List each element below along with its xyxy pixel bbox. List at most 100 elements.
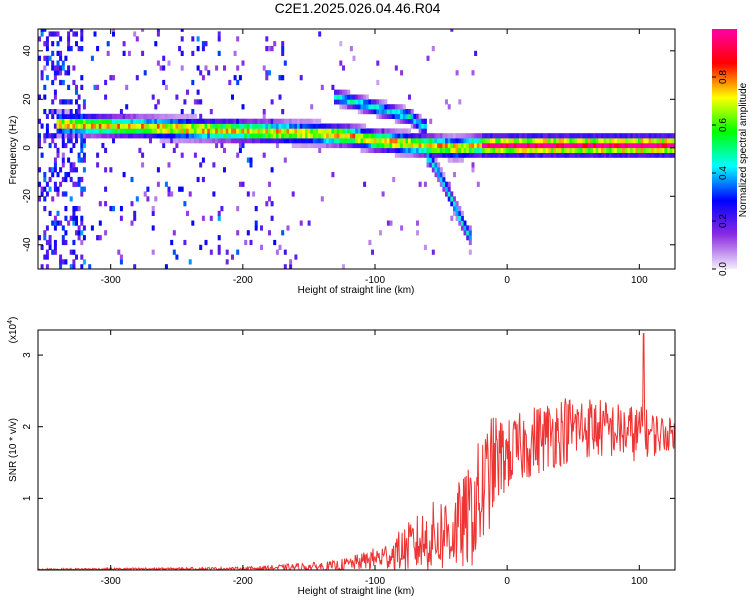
spectrogram-cell <box>389 133 393 139</box>
spectrogram-cell <box>442 147 446 153</box>
spectrogram-cell <box>133 215 137 221</box>
spectrogram-cell <box>394 65 398 71</box>
spectrogram-cell <box>80 264 84 269</box>
spectrogram-cell <box>146 186 150 192</box>
spectrogram-cell <box>82 123 86 129</box>
spectrogram-cell <box>347 123 351 129</box>
spectrogram-cell <box>283 138 287 144</box>
spectrogram-cell <box>495 147 499 153</box>
spectrogram-cell <box>622 152 626 158</box>
spectrogram-cell <box>363 133 367 139</box>
spectrogram-cell <box>392 128 396 134</box>
spectrogram-cell <box>651 133 655 139</box>
spectrogram-cell <box>326 142 330 149</box>
spectrogram-cell <box>98 118 102 124</box>
spectrogram-cell <box>434 152 438 158</box>
spectrogram-cell <box>48 167 52 173</box>
spectrogram-cell <box>328 123 332 129</box>
y-tick-label: 0 <box>22 145 33 151</box>
spectrogram-cell <box>397 118 401 124</box>
spectrogram-cell <box>183 123 187 129</box>
spectrogram-cell <box>61 191 65 197</box>
spectrogram-cell <box>529 142 533 149</box>
spectrogram-cell <box>508 133 512 139</box>
spectrogram-cell <box>209 138 213 144</box>
spectrogram-cell <box>379 99 382 105</box>
spectrogram-cell <box>442 142 446 149</box>
spectrogram-cell <box>180 186 184 192</box>
spectrogram-cell <box>281 128 285 134</box>
spectrogram-cell <box>439 172 443 178</box>
spectrogram-cell <box>458 138 462 144</box>
spectrogram-cell <box>59 65 63 71</box>
spectrogram-cell <box>180 113 184 119</box>
spectrogram-cell <box>77 181 81 187</box>
spectrogram-cell <box>577 133 581 139</box>
spectrogram-cell <box>172 230 176 236</box>
spectrogram-cell <box>193 128 197 134</box>
spectrogram-cell <box>67 220 71 226</box>
spectrogram-cell <box>437 167 441 173</box>
spectrogram-cell <box>43 176 47 183</box>
spectrogram-cell <box>204 133 208 139</box>
spectrogram-cell <box>275 133 279 139</box>
spectrogram-cell <box>72 133 76 139</box>
spectrogram-cell <box>458 206 462 212</box>
spectrogram-cell <box>323 128 327 134</box>
spectrogram-cell <box>130 220 134 226</box>
spectrogram-cell <box>635 152 639 158</box>
spectrogram-cell <box>43 94 47 100</box>
spectrogram-cell <box>114 118 118 124</box>
spectrogram-cell <box>490 142 493 149</box>
spectrogram-cell <box>156 181 160 187</box>
spectrogram-cell <box>460 210 464 216</box>
spectrogram-cell <box>447 152 451 158</box>
snr-x-ticks: -300 -200 -100 0 100 <box>101 330 648 587</box>
spectrogram-cell <box>497 142 501 149</box>
spectrogram-cell <box>360 104 364 110</box>
spectrogram-cell <box>331 172 335 178</box>
spectrogram-cell <box>405 109 409 115</box>
spectrogram-cell <box>172 133 176 139</box>
spectrogram-cell <box>619 142 623 149</box>
spectrogram-cell <box>458 157 462 163</box>
spectrogram-cell <box>193 99 197 105</box>
spectrogram-cell <box>365 128 369 134</box>
spectrogram-cell <box>212 191 216 197</box>
spectrogram-cell <box>212 162 216 168</box>
spectrogram-cell <box>421 123 425 129</box>
spectrogram-cell <box>88 118 92 124</box>
spectrogram-cell <box>201 118 205 124</box>
spectrogram-cell <box>336 89 340 95</box>
spectrogram-cell <box>125 123 129 129</box>
spectrogram-cell <box>223 128 226 134</box>
spectrogram-cell <box>416 142 419 149</box>
spectrogram-cell <box>595 147 599 153</box>
spectrogram-cell <box>69 264 73 269</box>
spectrogram-cell <box>648 133 652 139</box>
spectrogram-cell <box>611 152 615 158</box>
spectrogram-cell <box>59 128 63 134</box>
spectrogram-cell <box>45 249 49 255</box>
spectrogram-cell <box>67 65 71 71</box>
spectrogram-cell <box>88 264 92 269</box>
spectrogram-cell <box>487 138 491 144</box>
spectrogram-cell <box>365 99 369 105</box>
spectrogram-cell <box>273 239 277 246</box>
spectrogram-cell <box>98 128 102 134</box>
spectrogram-cell <box>191 79 195 86</box>
spectrogram-cell <box>104 186 108 192</box>
spectrogram-cell <box>392 176 396 183</box>
spectrogram-cell <box>442 181 446 187</box>
spectrogram-cell <box>418 128 422 134</box>
spectrogram-cell <box>104 128 108 134</box>
spectrogram-cell <box>40 191 44 197</box>
spectrogram-cell <box>164 84 168 90</box>
spectrogram-cell <box>484 152 488 158</box>
spectrogram-cell <box>521 133 525 139</box>
spectrogram-cell <box>402 113 406 119</box>
spectrogram-cell <box>627 133 631 139</box>
spectrogram-cell <box>286 138 290 144</box>
spectrogram-cell <box>48 244 52 250</box>
spectrogram-cell <box>363 109 367 115</box>
